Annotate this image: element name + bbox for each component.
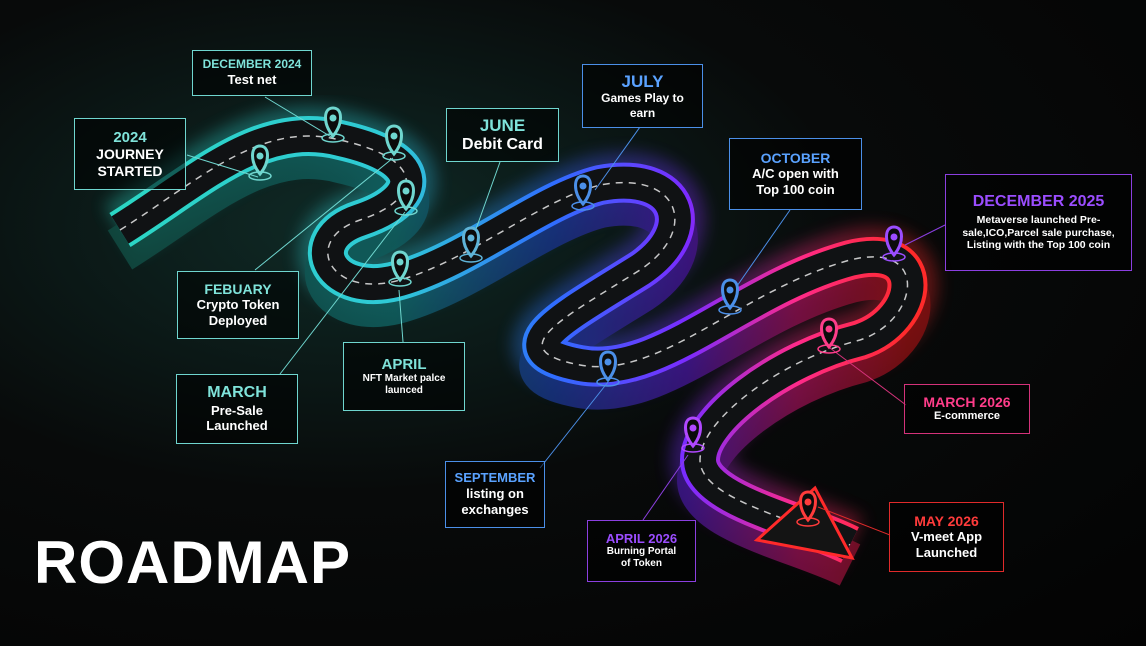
road-arrow-head [753, 485, 855, 561]
location-pin-icon [596, 350, 620, 387]
milestone-title: FEBUARY [204, 281, 272, 298]
connector-journey [186, 154, 259, 178]
location-pin-icon [248, 144, 272, 181]
location-pin-icon [681, 416, 705, 453]
milestone-text: Crypto Token Deployed [196, 297, 280, 329]
location-pin-icon [571, 174, 595, 211]
milestone-title: APRIL [381, 355, 427, 373]
milestone-text: A/C open with Top 100 coin [752, 166, 839, 198]
milestone-title: MAY 2026 [914, 513, 979, 530]
milestone-title: SEPTEMBER [454, 470, 536, 486]
milestone-march2026: MARCH 2026 E-commerce [904, 384, 1030, 434]
milestone-title: MARCH [207, 384, 267, 402]
milestone-title: DECEMBER 2024 [202, 57, 302, 72]
connector-may2026 [817, 506, 891, 536]
connector-april2026 [642, 454, 689, 521]
milestone-text: NFT Market palce launced [362, 373, 446, 397]
milestone-title: APRIL 2026 [605, 530, 678, 546]
milestone-title: DECEMBER 2025 [972, 192, 1105, 210]
location-pin-icon [321, 106, 345, 143]
location-pin-icon [382, 124, 406, 161]
milestone-journey: 2024 JOURNEY STARTED [74, 118, 186, 190]
milestone-text: Debit Card [462, 136, 543, 154]
connector-september [539, 381, 609, 469]
connector-march [279, 211, 406, 375]
milestone-text: Pre-Sale Launched [206, 402, 268, 434]
connector-dec2025 [904, 224, 946, 246]
location-pin-icon [459, 226, 483, 263]
connector-march2026 [829, 347, 907, 406]
connector-april [398, 289, 404, 343]
location-pin-icon [882, 225, 906, 262]
milestone-text: listing on exchanges [461, 486, 529, 517]
milestone-dec2024: DECEMBER 2024 Test net [192, 50, 312, 96]
connector-dec2024 [264, 96, 334, 139]
milestone-april2026: APRIL 2026 Burning Portal of Token [587, 520, 696, 582]
location-pin-icon [388, 250, 412, 287]
milestone-october: OCTOBER A/C open with Top 100 coin [729, 138, 862, 210]
milestone-title: MARCH 2026 [923, 394, 1011, 411]
location-pin-icon [718, 278, 742, 315]
location-pin-icon [796, 490, 820, 527]
milestone-text: Test net [227, 72, 277, 88]
milestone-dec2025: DECEMBER 2025 Metaverse launched Pre-sal… [945, 174, 1132, 271]
milestone-text: Burning Portal of Token [606, 546, 677, 570]
milestone-march: MARCH Pre-Sale Launched [176, 374, 298, 444]
milestone-text: Metaverse launched Pre-sale,ICO,Parcel s… [962, 214, 1115, 252]
milestone-july: JULY Games Play to earn [582, 64, 703, 128]
milestone-title: JULY [621, 71, 664, 91]
milestone-text: E-commerce [933, 410, 1001, 423]
connector-october [736, 209, 791, 287]
milestone-april: APRIL NFT Market palce launced [343, 342, 465, 411]
connector-july [594, 126, 641, 191]
roadmap-title: ROADMAP [34, 529, 351, 596]
location-pin-icon [817, 317, 841, 354]
milestone-text: Games Play to earn [601, 91, 684, 120]
milestone-september: SEPTEMBER listing on exchanges [445, 461, 545, 528]
connector-febuary [254, 157, 394, 271]
milestone-may2026: MAY 2026 V-meet App Launched [889, 502, 1004, 572]
milestone-title: OCTOBER [760, 150, 831, 167]
milestone-text: V-meet App Launched [910, 529, 983, 561]
location-pin-icon [394, 179, 418, 216]
pins [248, 106, 906, 527]
milestone-text: JOURNEY STARTED [96, 145, 164, 179]
milestone-june: JUNE Debit Card [446, 108, 559, 162]
milestone-title: 2024 [113, 128, 147, 146]
milestone-title: JUNE [479, 115, 526, 135]
milestone-febuary: FEBUARY Crypto Token Deployed [177, 271, 299, 339]
